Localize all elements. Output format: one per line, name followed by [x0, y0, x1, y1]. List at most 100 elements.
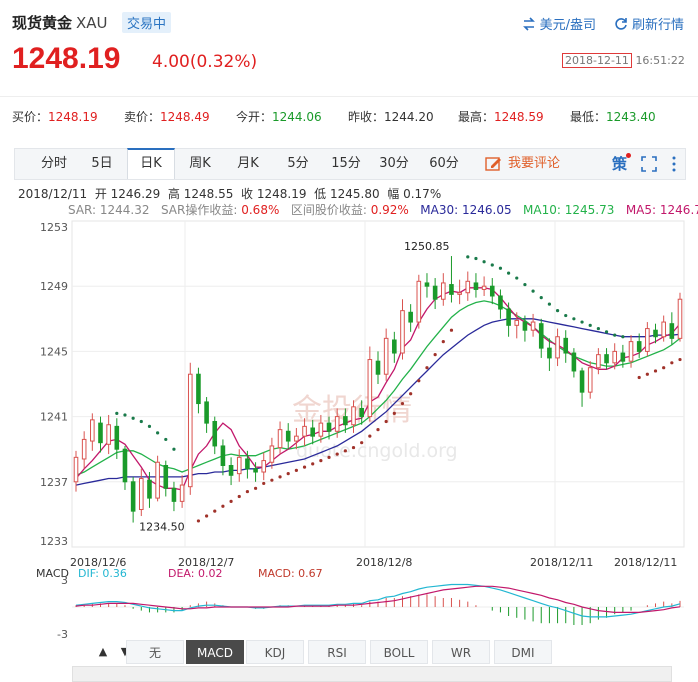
sar-point	[531, 289, 535, 293]
refresh-link[interactable]: 刷新行情	[614, 14, 684, 33]
indicator-none[interactable]: 无	[126, 640, 184, 664]
sar-point	[360, 441, 364, 445]
sar-point	[564, 313, 568, 318]
sar-point	[131, 416, 135, 420]
sar-point	[572, 317, 576, 321]
indicator-dmi[interactable]: DMI	[494, 640, 552, 664]
candle-body	[122, 448, 128, 483]
candle-body	[408, 311, 413, 323]
candle-body	[196, 373, 201, 405]
sar-point	[539, 296, 543, 300]
candle-body	[563, 337, 569, 354]
x-tick-label: 2018/12/8	[356, 556, 412, 569]
indicator-wr[interactable]: WR	[432, 640, 490, 664]
tab-5min[interactable]: 5分	[287, 156, 309, 171]
sar-point	[156, 431, 160, 435]
low-label: 1234.50	[139, 521, 185, 534]
sar-point	[580, 320, 584, 324]
candle-body	[277, 429, 283, 449]
sar-point	[351, 445, 356, 450]
x-tick-label: 2018/12/7	[178, 556, 234, 569]
sar-point	[319, 459, 323, 463]
quote-low: 最低：1243.40	[570, 110, 656, 124]
candle-body	[310, 427, 316, 437]
candle-body	[269, 445, 275, 463]
strategy-button[interactable]: 策	[612, 149, 631, 179]
candle-body	[294, 435, 299, 442]
sar-point	[555, 309, 560, 313]
candle-body	[302, 425, 307, 437]
comment-button[interactable]: 我要评论	[485, 149, 560, 179]
tab-weekly-k[interactable]: 周K	[189, 156, 211, 171]
candle-body	[530, 321, 536, 331]
sar-point	[588, 323, 592, 327]
indicator-macd[interactable]: MACD	[186, 640, 244, 664]
sar-point	[670, 361, 674, 365]
candle-body	[645, 328, 650, 352]
sar-point	[417, 379, 421, 383]
candle-body	[579, 370, 585, 393]
ma30-line	[75, 318, 681, 486]
candle-body	[343, 416, 348, 426]
tab-15min[interactable]: 15分	[331, 156, 361, 171]
sar-point	[343, 449, 347, 453]
candle-body	[636, 341, 642, 352]
swap-icon	[522, 16, 535, 31]
candle-body	[81, 438, 87, 460]
candle-body	[114, 425, 120, 450]
candle-body	[261, 460, 267, 473]
sar-point	[678, 357, 682, 362]
x-tick-label: 2018/12/11	[530, 556, 593, 569]
more-icon[interactable]	[671, 156, 677, 172]
sar-point	[262, 481, 266, 486]
watermark-en: quote.cngold.org	[296, 440, 458, 462]
sar-point	[139, 419, 143, 424]
sar-point	[645, 372, 649, 376]
tab-60min[interactable]: 60分	[429, 156, 459, 171]
tab-5day[interactable]: 5日	[91, 156, 113, 171]
candle-body	[498, 295, 503, 310]
quote-header: 现货黄金 XAU 交易中 美元/盎司 刷新行情 1248.19 4.00(0.32…	[0, 0, 698, 96]
candle-body	[465, 280, 471, 294]
tab-daily-k[interactable]: 日K	[127, 148, 175, 179]
sar-point	[653, 369, 658, 373]
arrow-down-button[interactable]: ▼	[120, 645, 130, 658]
candle-body	[661, 321, 666, 338]
sar-point	[662, 366, 666, 370]
candle-body	[106, 424, 111, 445]
indicator-boll[interactable]: BOLL	[370, 640, 428, 664]
sar-point	[604, 330, 609, 334]
candle-body	[481, 285, 487, 290]
tab-timeshare[interactable]: 分时	[40, 156, 67, 171]
candle-body	[506, 308, 511, 326]
candle-body	[130, 481, 136, 512]
candle-body	[555, 336, 560, 359]
x-tick-label: 2018/12/11	[614, 556, 677, 569]
macd-dea-label: DEA: 0.02	[168, 567, 222, 580]
sar-point	[368, 434, 372, 438]
sar-point	[425, 366, 429, 370]
candle-body	[228, 465, 234, 476]
sar-point	[466, 255, 470, 259]
instrument-title: 现货黄金 XAU	[12, 14, 108, 32]
tab-monthly-k[interactable]: 月K	[237, 156, 259, 171]
quote-ask: 卖价：1248.49	[124, 110, 210, 124]
y-tick-label: 1233	[40, 535, 68, 548]
candle-body	[612, 350, 618, 364]
sar-point	[147, 424, 152, 428]
candle-body	[522, 321, 528, 331]
candle-body	[318, 422, 324, 437]
tab-30min[interactable]: 30分	[379, 156, 409, 171]
candle-body	[285, 430, 291, 442]
quote-summary: 买价：1248.19 卖价：1248.49 今开：1244.06 昨收：1244…	[0, 96, 698, 143]
macd-value-label: MACD: 0.67	[258, 567, 323, 580]
currency-link[interactable]: 美元/盎司	[522, 14, 596, 33]
ma10-line	[75, 300, 681, 476]
candle-body	[171, 487, 177, 502]
fullscreen-icon[interactable]	[641, 156, 657, 172]
indicator-rsi[interactable]: RSI	[308, 640, 366, 664]
arrow-up-button[interactable]: ▲	[98, 645, 108, 658]
indicator-kdj[interactable]: KDJ	[246, 640, 304, 664]
candle-body	[628, 341, 634, 362]
